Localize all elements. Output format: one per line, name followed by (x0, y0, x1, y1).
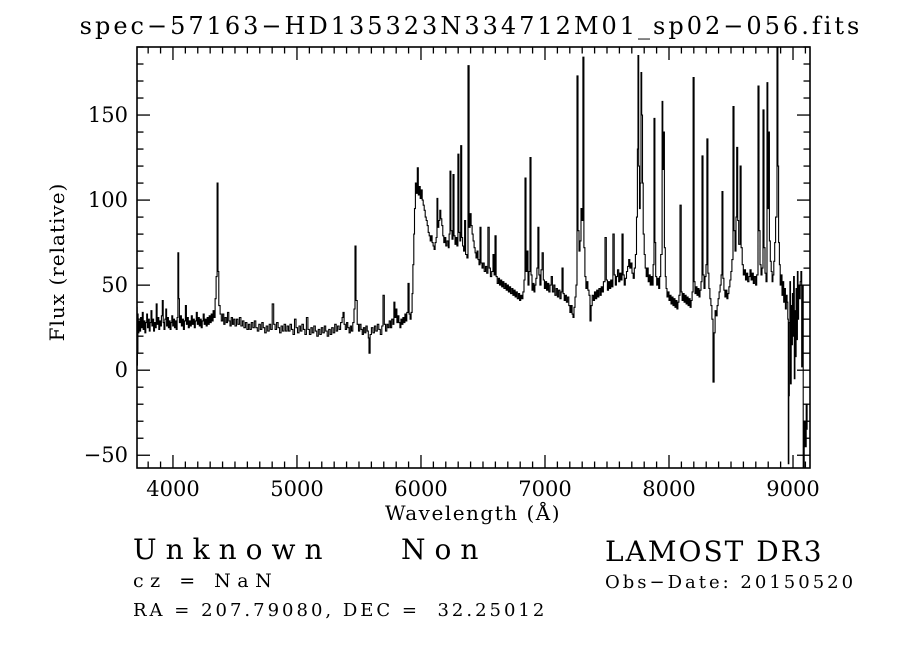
spectrum-line (137, 47, 808, 468)
y-tick-label: 0 (115, 358, 128, 382)
x-axis-label: Wavelength (Å) (384, 501, 562, 525)
subclass-value: Non (401, 533, 488, 566)
classification-value: Unknown (133, 533, 332, 566)
obs-date-value: Obs−Date: 20150520 (605, 572, 857, 593)
x-tick-label: 8000 (642, 477, 695, 501)
x-tick-label: 7000 (518, 477, 571, 501)
x-tick-label: 5000 (270, 477, 323, 501)
x-tick-label: 9000 (766, 477, 819, 501)
page-title: spec−57163−HD135323N334712M01_sp02−056.f… (79, 12, 863, 40)
survey-release-label: LAMOST DR3 (605, 535, 824, 568)
cz-value: cz = NaN (133, 570, 279, 592)
y-axis-label: Flux (relative) (45, 182, 69, 342)
y-tick-label: 50 (101, 273, 128, 297)
ra-dec-value: RA = 207.79080, DEC = 32.25012 (133, 600, 548, 621)
y-tick-label: 150 (88, 103, 128, 127)
y-tick-label: 100 (88, 188, 128, 212)
y-tick-label: −50 (84, 443, 128, 467)
x-tick-label: 6000 (394, 477, 447, 501)
x-tick-label: 4000 (146, 477, 199, 501)
plot-frame (136, 46, 811, 469)
